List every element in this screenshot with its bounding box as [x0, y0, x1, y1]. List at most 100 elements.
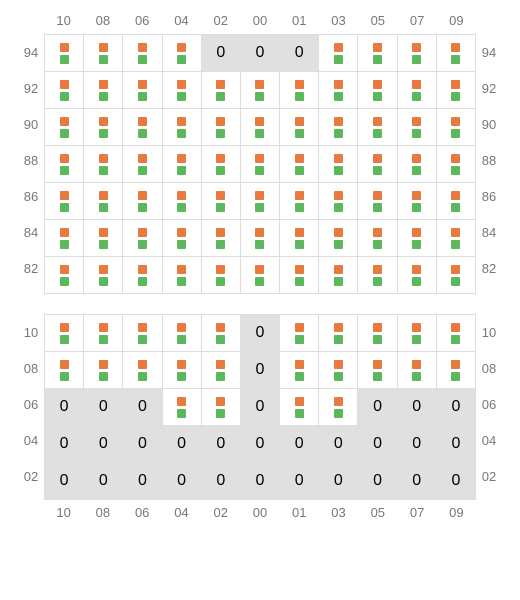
occupied-slot[interactable]	[437, 146, 475, 182]
occupied-slot[interactable]	[163, 352, 201, 388]
occupied-slot[interactable]	[84, 72, 122, 108]
occupied-slot[interactable]	[319, 72, 357, 108]
empty-slot[interactable]: 0	[241, 35, 279, 71]
occupied-slot[interactable]	[163, 146, 201, 182]
occupied-slot[interactable]	[202, 315, 240, 351]
occupied-slot[interactable]	[45, 183, 83, 219]
occupied-slot[interactable]	[319, 352, 357, 388]
empty-slot[interactable]: 0	[123, 426, 161, 462]
occupied-slot[interactable]	[123, 146, 161, 182]
empty-slot[interactable]: 0	[84, 389, 122, 425]
occupied-slot[interactable]	[241, 257, 279, 293]
occupied-slot[interactable]	[358, 352, 396, 388]
occupied-slot[interactable]	[398, 315, 436, 351]
empty-slot[interactable]: 0	[280, 426, 318, 462]
occupied-slot[interactable]	[280, 315, 318, 351]
empty-slot[interactable]: 0	[241, 463, 279, 499]
occupied-slot[interactable]	[123, 109, 161, 145]
occupied-slot[interactable]	[280, 72, 318, 108]
occupied-slot[interactable]	[241, 146, 279, 182]
occupied-slot[interactable]	[437, 220, 475, 256]
occupied-slot[interactable]	[319, 315, 357, 351]
occupied-slot[interactable]	[123, 35, 161, 71]
occupied-slot[interactable]	[84, 146, 122, 182]
occupied-slot[interactable]	[202, 146, 240, 182]
occupied-slot[interactable]	[437, 257, 475, 293]
occupied-slot[interactable]	[280, 220, 318, 256]
occupied-slot[interactable]	[163, 183, 201, 219]
occupied-slot[interactable]	[398, 352, 436, 388]
occupied-slot[interactable]	[202, 72, 240, 108]
occupied-slot[interactable]	[280, 257, 318, 293]
empty-slot[interactable]: 0	[84, 463, 122, 499]
occupied-slot[interactable]	[45, 146, 83, 182]
empty-slot[interactable]: 0	[202, 35, 240, 71]
occupied-slot[interactable]	[163, 389, 201, 425]
empty-slot[interactable]: 0	[437, 389, 475, 425]
empty-slot[interactable]: 0	[358, 426, 396, 462]
occupied-slot[interactable]	[84, 35, 122, 71]
occupied-slot[interactable]	[241, 72, 279, 108]
occupied-slot[interactable]	[358, 315, 396, 351]
occupied-slot[interactable]	[123, 352, 161, 388]
occupied-slot[interactable]	[437, 109, 475, 145]
occupied-slot[interactable]	[123, 183, 161, 219]
occupied-slot[interactable]	[163, 257, 201, 293]
occupied-slot[interactable]	[358, 183, 396, 219]
empty-slot[interactable]: 0	[319, 426, 357, 462]
empty-slot[interactable]: 0	[398, 426, 436, 462]
empty-slot[interactable]: 0	[163, 463, 201, 499]
occupied-slot[interactable]	[84, 109, 122, 145]
occupied-slot[interactable]	[358, 146, 396, 182]
occupied-slot[interactable]	[84, 257, 122, 293]
occupied-slot[interactable]	[163, 72, 201, 108]
occupied-slot[interactable]	[437, 352, 475, 388]
occupied-slot[interactable]	[319, 389, 357, 425]
occupied-slot[interactable]	[358, 109, 396, 145]
occupied-slot[interactable]	[319, 220, 357, 256]
occupied-slot[interactable]	[437, 35, 475, 71]
empty-slot[interactable]: 0	[280, 35, 318, 71]
occupied-slot[interactable]	[319, 257, 357, 293]
occupied-slot[interactable]	[398, 220, 436, 256]
occupied-slot[interactable]	[202, 389, 240, 425]
occupied-slot[interactable]	[202, 352, 240, 388]
occupied-slot[interactable]	[398, 183, 436, 219]
occupied-slot[interactable]	[163, 220, 201, 256]
occupied-slot[interactable]	[280, 109, 318, 145]
occupied-slot[interactable]	[84, 220, 122, 256]
empty-slot[interactable]: 0	[280, 463, 318, 499]
occupied-slot[interactable]	[163, 35, 201, 71]
empty-slot[interactable]: 0	[241, 352, 279, 388]
occupied-slot[interactable]	[45, 109, 83, 145]
occupied-slot[interactable]	[202, 220, 240, 256]
occupied-slot[interactable]	[202, 109, 240, 145]
occupied-slot[interactable]	[45, 72, 83, 108]
occupied-slot[interactable]	[45, 220, 83, 256]
occupied-slot[interactable]	[280, 183, 318, 219]
empty-slot[interactable]: 0	[358, 463, 396, 499]
occupied-slot[interactable]	[45, 257, 83, 293]
empty-slot[interactable]: 0	[241, 426, 279, 462]
occupied-slot[interactable]	[358, 220, 396, 256]
occupied-slot[interactable]	[437, 183, 475, 219]
occupied-slot[interactable]	[123, 257, 161, 293]
empty-slot[interactable]: 0	[437, 426, 475, 462]
empty-slot[interactable]: 0	[241, 389, 279, 425]
occupied-slot[interactable]	[45, 35, 83, 71]
occupied-slot[interactable]	[163, 109, 201, 145]
occupied-slot[interactable]	[45, 315, 83, 351]
empty-slot[interactable]: 0	[123, 463, 161, 499]
occupied-slot[interactable]	[280, 146, 318, 182]
empty-slot[interactable]: 0	[202, 426, 240, 462]
empty-slot[interactable]: 0	[398, 463, 436, 499]
occupied-slot[interactable]	[319, 35, 357, 71]
occupied-slot[interactable]	[241, 183, 279, 219]
occupied-slot[interactable]	[84, 315, 122, 351]
occupied-slot[interactable]	[202, 257, 240, 293]
occupied-slot[interactable]	[319, 146, 357, 182]
empty-slot[interactable]: 0	[437, 463, 475, 499]
occupied-slot[interactable]	[437, 72, 475, 108]
occupied-slot[interactable]	[84, 352, 122, 388]
empty-slot[interactable]: 0	[84, 426, 122, 462]
